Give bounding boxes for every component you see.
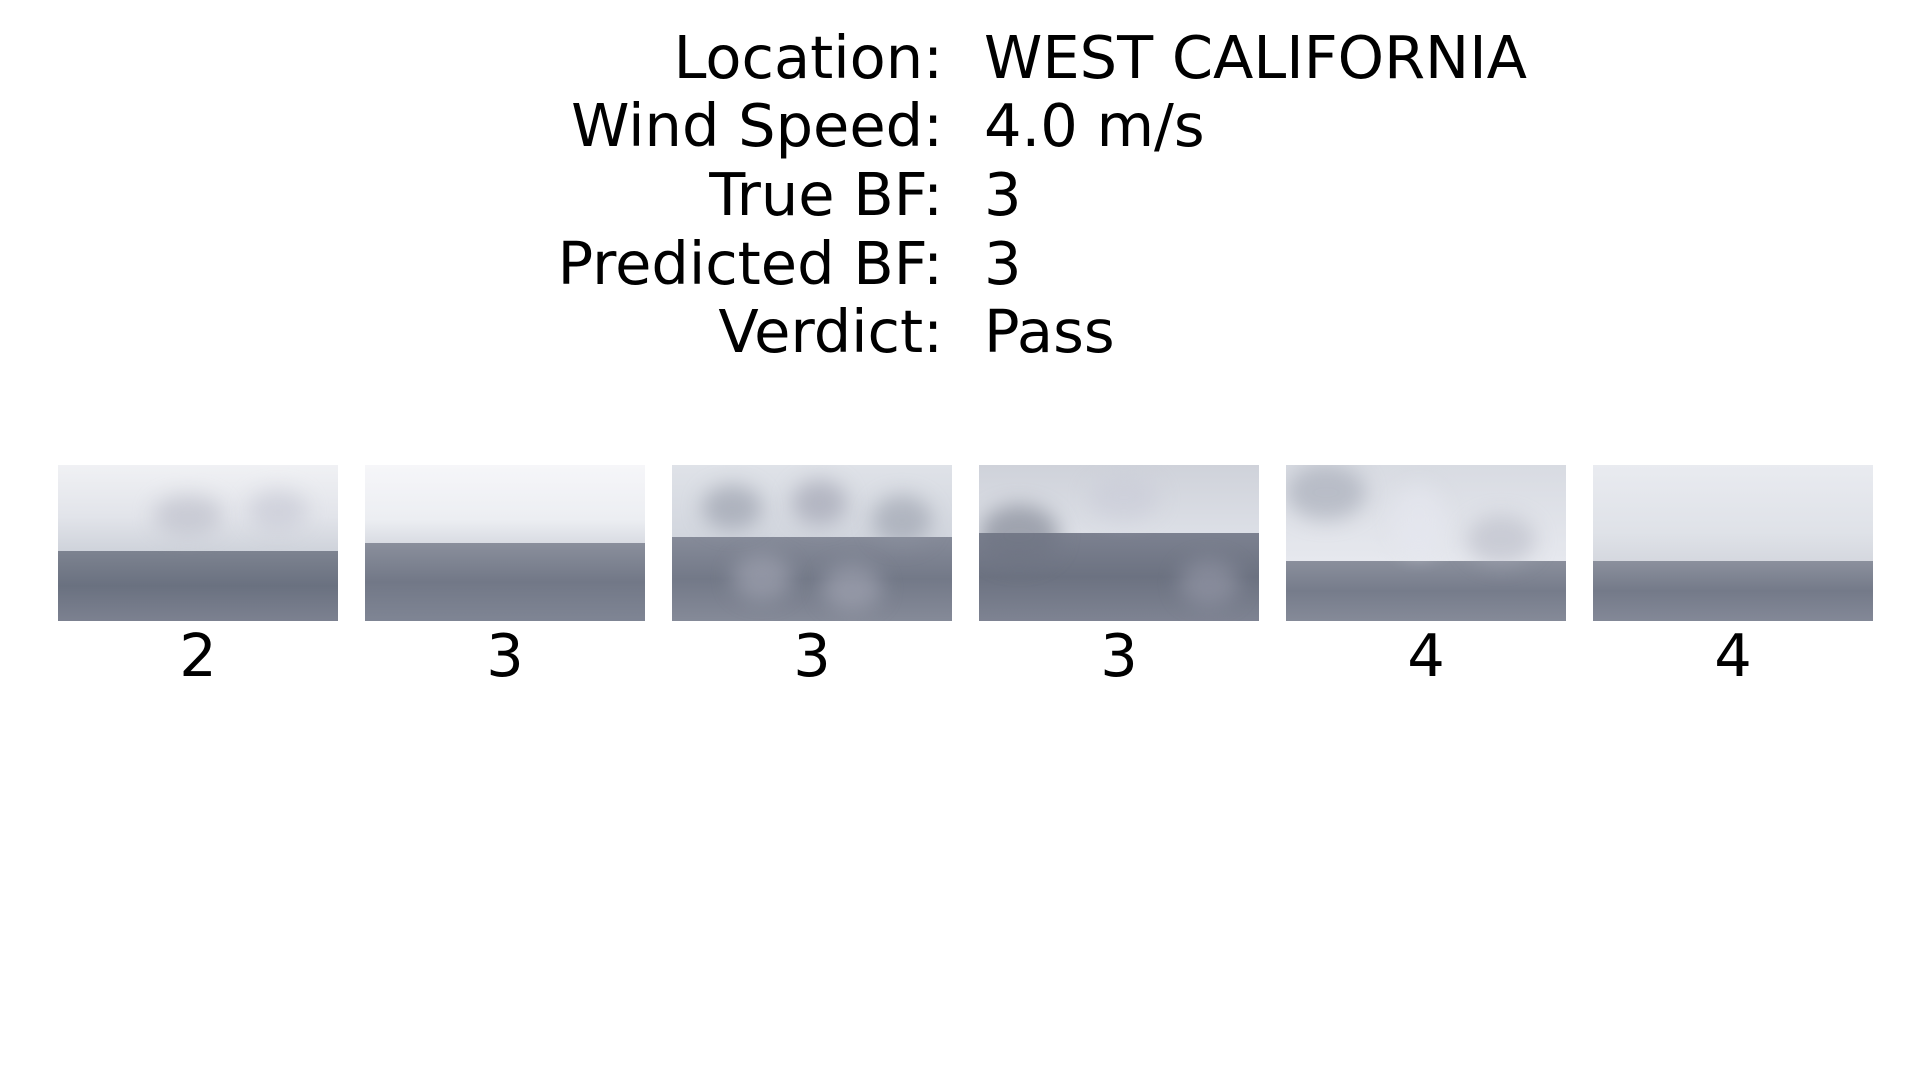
verdict-label: Verdict: [718, 297, 943, 366]
sea-thumbnail [58, 465, 338, 621]
thumbnail-label: 3 [486, 621, 524, 690]
sea-thumbnail [979, 465, 1259, 621]
predicted-bf-value: 3 [984, 229, 1022, 298]
sea-thumbnail [1593, 465, 1873, 621]
info-row-true-bf: True BF: 3 [0, 161, 1920, 229]
info-row-predicted-bf: Predicted BF: 3 [0, 230, 1920, 298]
thumbnail-label: 2 [179, 621, 217, 690]
thumbnail-label: 3 [793, 621, 831, 690]
thumbnail-label: 4 [1407, 621, 1445, 690]
info-row-verdict: Verdict: Pass [0, 298, 1920, 366]
sea-thumbnail [365, 465, 645, 621]
predicted-bf-label: Predicted BF: [557, 229, 943, 298]
location-label: Location: [673, 23, 943, 92]
sea-thumbnail [672, 465, 952, 621]
location-value: WEST CALIFORNIA [984, 23, 1527, 92]
verdict-value: Pass [984, 297, 1115, 366]
wind-speed-label: Wind Speed: [571, 91, 943, 160]
true-bf-value: 3 [984, 160, 1022, 229]
true-bf-label: True BF: [709, 160, 943, 229]
sea-thumbnail [1286, 465, 1566, 621]
wind-speed-value: 4.0 m/s [984, 91, 1205, 160]
thumbnail-label: 3 [1100, 621, 1138, 690]
info-row-location: Location: WEST CALIFORNIA [0, 24, 1920, 92]
info-row-wind-speed: Wind Speed: 4.0 m/s [0, 92, 1920, 160]
thumbnail-label: 4 [1714, 621, 1752, 690]
